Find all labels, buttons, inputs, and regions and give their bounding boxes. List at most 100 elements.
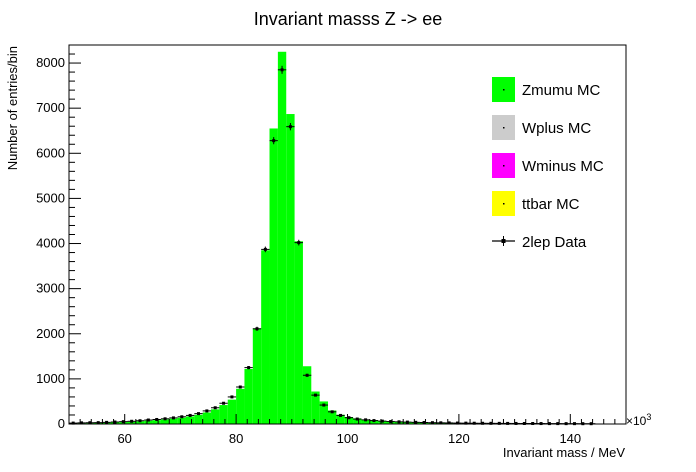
data-point (344, 416, 354, 420)
data-point (386, 420, 395, 424)
data-point (461, 421, 471, 425)
zmumu-bar (236, 388, 245, 424)
data-point (85, 421, 95, 425)
legend-label: Wplus MC (522, 120, 591, 137)
data-point (102, 420, 111, 424)
zmumu-bar (328, 410, 337, 424)
data-point (185, 413, 195, 417)
data-point (202, 409, 212, 413)
legend: Zmumu MC Wplus MC Wminus MC ttbar MC 2lep Da… (492, 77, 604, 251)
zmumu-bar (277, 51, 287, 425)
y-tick-label: 8000 (36, 55, 65, 70)
zmumu-bar (219, 405, 228, 424)
zmumu-bar (144, 420, 153, 424)
zmumu-bar (269, 128, 278, 424)
zmumu-bar (353, 418, 362, 424)
zmumu-bar (127, 421, 136, 424)
data-point (361, 418, 370, 422)
data-point (269, 137, 278, 145)
zmumu-bar (344, 417, 354, 424)
data-point (227, 395, 237, 399)
data-point (110, 420, 120, 424)
data-point (77, 421, 86, 425)
data-point (336, 413, 345, 417)
data-point (394, 420, 404, 424)
legend-entry: ttbar MC (492, 191, 580, 216)
data-point (119, 420, 128, 424)
y-tick-label: 5000 (36, 190, 65, 205)
zmumu-bar (194, 414, 203, 424)
data-points (69, 65, 596, 426)
data-point (403, 420, 412, 424)
x-tick-label: 120 (448, 431, 470, 446)
legend-label: 2lep Data (522, 234, 587, 251)
y-tick-label: 1000 (36, 371, 65, 386)
y-tick-label: 2000 (36, 326, 65, 341)
x-axis-label: Invariant mass / MeV (503, 445, 625, 460)
legend-entry: 2lep Data (492, 234, 587, 251)
data-point (319, 403, 329, 407)
y-tick-label: 3000 (36, 281, 65, 296)
zmumu-bar (244, 368, 253, 424)
data-point (369, 419, 379, 423)
y-tick-label: 0 (58, 416, 65, 431)
chart-title: Invariant masss Z -> ee (254, 9, 443, 29)
data-point (127, 419, 136, 423)
data-point (244, 366, 253, 370)
data-point (495, 421, 504, 425)
legend-label: ttbar MC (522, 196, 580, 213)
y-tick-label: 4000 (36, 236, 65, 251)
data-point (294, 239, 303, 246)
data-point (302, 373, 312, 377)
zmumu-bar (294, 241, 303, 424)
legend-label: Zmumu MC (522, 82, 601, 99)
data-point (411, 420, 420, 424)
data-point (261, 246, 270, 253)
zmumu-bar (286, 114, 295, 425)
data-point (328, 410, 337, 414)
data-point (353, 417, 362, 421)
y-tick-label: 7000 (36, 100, 65, 115)
data-point (511, 421, 521, 425)
x-axis: 60 80 100 120 140 (68, 414, 627, 446)
zmumu-bar (227, 399, 237, 424)
data-point (311, 393, 320, 397)
zmumu-bar (177, 417, 186, 424)
data-point (378, 419, 387, 423)
zmumu-bar (319, 401, 329, 424)
legend-label: Wminus MC (522, 158, 604, 175)
data-point (135, 419, 145, 423)
data-point (428, 421, 437, 425)
zmumu-mc-bars (69, 51, 596, 425)
x-tick-label: 60 (117, 431, 131, 446)
data-point (419, 421, 429, 425)
x-tick-label: 100 (337, 431, 359, 446)
x-tick-label: 80 (229, 431, 243, 446)
data-point (219, 401, 228, 405)
data-point (453, 421, 462, 425)
zmumu-bar (361, 419, 370, 424)
data-point (470, 421, 479, 425)
data-point (436, 421, 445, 425)
zmumu-bar (202, 412, 212, 424)
data-point (177, 415, 186, 419)
legend-entry: Wminus MC (492, 153, 604, 178)
zmumu-bar (369, 420, 379, 424)
data-point (144, 418, 153, 422)
data-point (169, 416, 178, 420)
zmumu-bar (302, 366, 312, 424)
data-point (444, 421, 454, 425)
y-tick-label: 6000 (36, 145, 65, 160)
zmumu-bar (211, 409, 220, 424)
zmumu-bar (311, 391, 320, 424)
x-tick-label: 140 (559, 431, 581, 446)
legend-entry: Wplus MC (492, 115, 591, 140)
zmumu-bar (185, 416, 195, 424)
data-point (478, 421, 487, 425)
zmumu-bar (152, 420, 161, 424)
data-point (486, 421, 496, 425)
legend-entry: Zmumu MC (492, 77, 601, 102)
zmumu-bar (160, 419, 170, 424)
data-point (69, 421, 78, 425)
